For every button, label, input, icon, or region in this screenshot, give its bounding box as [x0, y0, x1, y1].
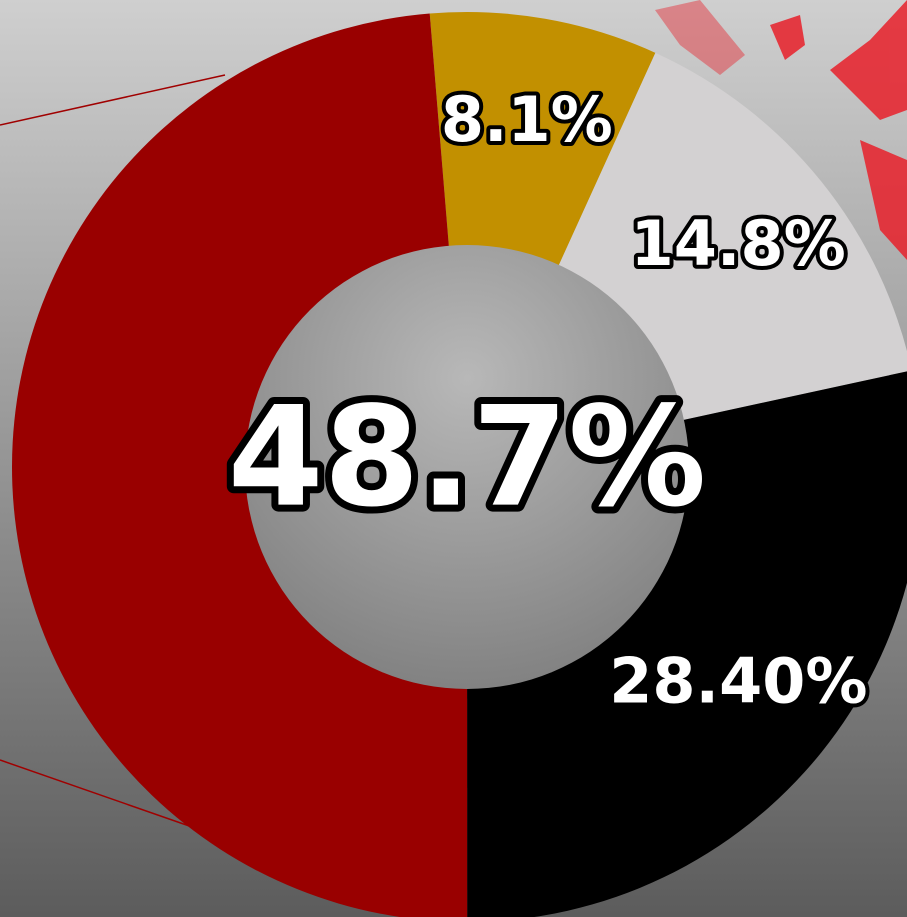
value-label: 28.40% [609, 645, 867, 718]
decoration [655, 0, 907, 260]
decor-line [0, 759, 196, 829]
labels: 8.1%14.8% 28.40% 48.7% [221, 79, 872, 722]
value-label: 8.1% [441, 83, 613, 156]
decor-line [0, 74, 226, 126]
donut-hole [245, 245, 689, 689]
value-label: 14.8% [631, 207, 846, 280]
segment [12, 13, 468, 917]
value-label: 48.7% [228, 377, 707, 538]
